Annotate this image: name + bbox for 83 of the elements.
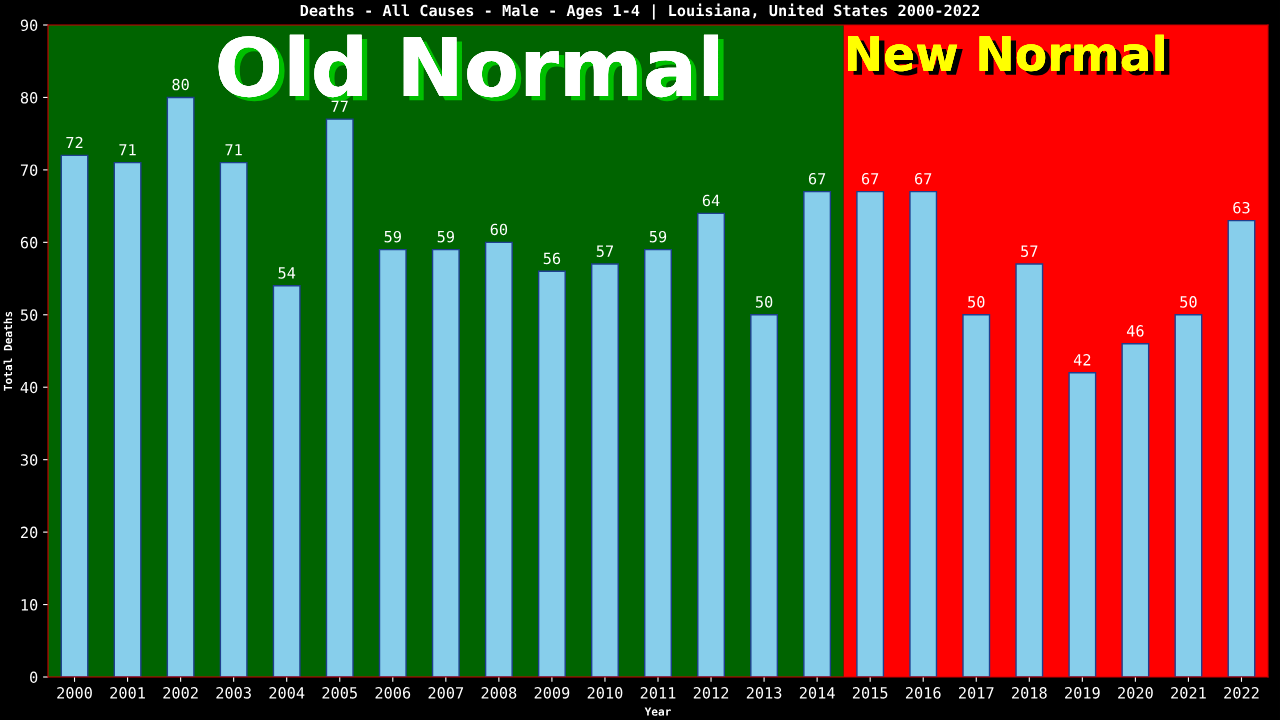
x-tick-label: 2013: [746, 687, 782, 699]
y-tick-label: 90: [20, 19, 38, 32]
x-tick-label: 2015: [852, 687, 888, 699]
bar: [166, 96, 195, 677]
y-tick-label: 80: [20, 91, 38, 104]
bar: [1227, 219, 1256, 677]
x-tick-label: 2001: [110, 687, 145, 699]
bar: [113, 161, 142, 677]
bar: [484, 241, 513, 677]
x-tick-label: 2014: [799, 687, 835, 699]
data-label: 59: [384, 230, 401, 243]
data-label: 80: [172, 78, 189, 91]
x-tick-label: 2021: [1171, 687, 1206, 699]
y-tick-label: 50: [20, 309, 38, 321]
x-tick-label: 2019: [1065, 687, 1100, 699]
x-tick-label: 2006: [375, 687, 411, 699]
bar: [1068, 372, 1097, 677]
bar: [219, 161, 248, 677]
bar: [272, 285, 301, 677]
y-tick-label: 70: [20, 164, 38, 176]
bar: [697, 212, 725, 677]
y-tick-label: 0: [30, 671, 38, 684]
bar: [325, 118, 354, 677]
bar: [962, 314, 991, 677]
data-label: 54: [278, 267, 296, 279]
data-label: 60: [490, 223, 508, 236]
y-tick-label: 60: [20, 236, 38, 249]
y-tick-label: 30: [20, 454, 38, 466]
data-label: 67: [808, 172, 826, 185]
data-label: 42: [1073, 354, 1091, 366]
data-label: 63: [1233, 201, 1250, 214]
data-label: 64: [702, 194, 720, 207]
data-label: 50: [755, 296, 773, 308]
x-tick-label: 2005: [322, 687, 357, 699]
x-tick-label: 2003: [216, 687, 251, 699]
data-label: 57: [1021, 245, 1038, 257]
bar: [60, 154, 89, 677]
data-label: 67: [915, 172, 932, 185]
x-tick-label: 2017: [959, 687, 994, 699]
x-tick-label: 2020: [1118, 687, 1153, 699]
data-label: 57: [596, 245, 614, 257]
bar: [856, 190, 885, 677]
y-tick-label: 20: [21, 526, 38, 539]
data-label: 77: [331, 100, 348, 112]
band-label: New Normal: [847, 34, 1170, 76]
data-label: 59: [437, 230, 454, 243]
bar: [909, 190, 938, 677]
bar: [803, 190, 832, 677]
x-tick-label: 2012: [693, 687, 729, 699]
data-label: 67: [861, 172, 879, 185]
y-tick-label: 10: [21, 599, 38, 611]
y-axis-title: Total Deaths: [3, 311, 13, 391]
x-axis-title: Year: [644, 707, 671, 716]
bar: [1174, 314, 1203, 677]
bar: [591, 263, 619, 677]
data-label: 46: [1126, 325, 1144, 337]
bar: [750, 314, 779, 677]
data-label: 59: [649, 230, 667, 243]
data-label: 50: [968, 296, 985, 308]
x-tick-label: 2011: [640, 687, 676, 699]
data-label: 72: [66, 136, 83, 149]
x-tick-label: 2016: [905, 687, 941, 699]
bar: [537, 270, 566, 677]
chart-title: Deaths - All Causes - Male - Ages 1-4 | Louisiana, United States 2000-2022: [300, 3, 980, 20]
x-tick-label: 2007: [428, 687, 464, 699]
x-tick-label: 2008: [481, 687, 517, 699]
x-tick-label: 2002: [163, 687, 198, 699]
data-label: 56: [543, 252, 561, 265]
data-label: 50: [1180, 296, 1197, 308]
x-tick-label: 2010: [587, 687, 623, 699]
x-tick-label: 2000: [57, 687, 92, 699]
x-tick-label: 2009: [534, 687, 570, 699]
data-label: 71: [119, 144, 136, 156]
x-tick-label: 2022: [1224, 687, 1259, 699]
x-tick-label: 2018: [1012, 687, 1047, 699]
y-tick-label: 40: [20, 381, 38, 394]
bar: [1121, 343, 1150, 677]
bar: [644, 248, 672, 677]
bar: [378, 248, 407, 677]
data-label: 71: [225, 144, 242, 156]
bar: [431, 248, 460, 677]
x-tick-label: 2004: [269, 687, 305, 699]
bar: [1015, 263, 1044, 677]
